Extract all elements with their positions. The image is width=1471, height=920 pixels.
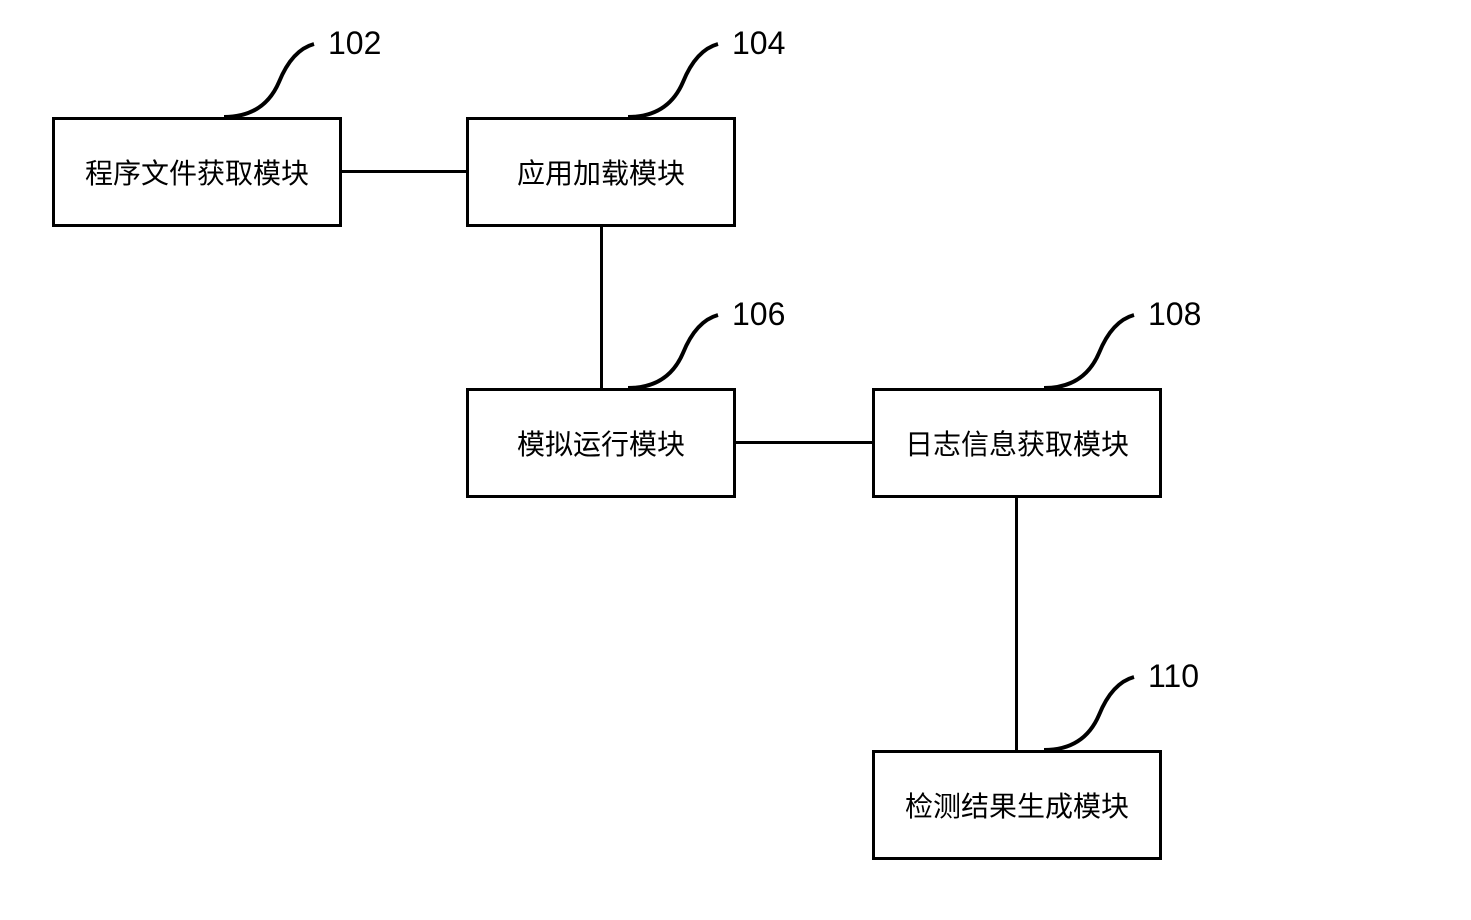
label-110: 110 bbox=[1148, 658, 1199, 695]
node-110: 检测结果生成模块 bbox=[872, 750, 1162, 860]
node-108-label: 日志信息获取模块 bbox=[905, 423, 1129, 463]
label-108: 108 bbox=[1148, 296, 1201, 333]
edge-108-110 bbox=[1015, 498, 1018, 750]
node-106-label: 模拟运行模块 bbox=[517, 423, 685, 463]
node-102: 程序文件获取模块 bbox=[52, 117, 342, 227]
node-102-label: 程序文件获取模块 bbox=[85, 152, 309, 192]
edge-106-108 bbox=[736, 441, 872, 444]
callout-110 bbox=[1044, 665, 1164, 755]
node-108: 日志信息获取模块 bbox=[872, 388, 1162, 498]
callout-108 bbox=[1044, 303, 1164, 393]
callout-104 bbox=[628, 32, 748, 122]
label-104: 104 bbox=[732, 25, 785, 62]
callout-106 bbox=[628, 303, 748, 393]
node-104-label: 应用加载模块 bbox=[517, 152, 685, 192]
label-106: 106 bbox=[732, 296, 785, 333]
label-102: 102 bbox=[328, 25, 381, 62]
edge-104-106 bbox=[600, 227, 603, 388]
node-106: 模拟运行模块 bbox=[466, 388, 736, 498]
edge-102-104 bbox=[342, 170, 466, 173]
node-110-label: 检测结果生成模块 bbox=[905, 785, 1129, 825]
callout-102 bbox=[224, 32, 344, 122]
node-104: 应用加载模块 bbox=[466, 117, 736, 227]
